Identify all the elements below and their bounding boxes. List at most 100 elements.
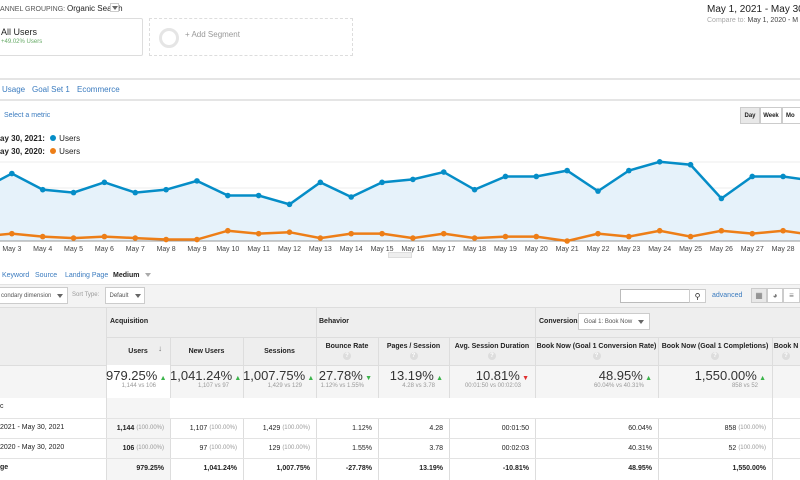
chevron-down-icon [145, 273, 152, 277]
segment-name: All Users [1, 27, 38, 37]
table-view-button[interactable]: ▦ [751, 288, 767, 303]
x-tick-label: May 11 [247, 246, 270, 253]
data-point-2021 [440, 169, 447, 175]
divider [106, 337, 800, 338]
data-point-2020 [194, 236, 200, 243]
column-header[interactable]: Book Now (Goal 1 Conversion Rate)? [535, 338, 658, 365]
divider [772, 418, 773, 480]
arrow-down-icon: ▼ [365, 375, 372, 382]
table-cell: 1.12% [316, 418, 378, 438]
users-line-chart: May 3 May 4 May 5 May 6 May 7 May 8 May 9 May 1… [0, 159, 800, 253]
summary-cell: 10.81% ▼ 00:01:50 vs 00:02:03 [449, 368, 535, 389]
x-tick-label: May 4 [33, 246, 52, 253]
advanced-filter-link[interactable]: advanced [712, 292, 743, 299]
performance-view-button[interactable]: ≡ [783, 288, 800, 303]
chart-resize-handle[interactable] [388, 252, 412, 258]
table-search-input[interactable] [620, 289, 690, 303]
summary-value: 1,041.24% [170, 368, 233, 383]
grouping-label: ANNEL GROUPING: [0, 6, 66, 13]
divider [535, 307, 536, 398]
data-point-2021 [410, 176, 416, 183]
sorted-column [106, 398, 170, 480]
table-cell: 00:02:03 [449, 438, 535, 458]
grouping-dropdown[interactable] [110, 3, 119, 12]
dim-tab-medium[interactable]: Medium [113, 272, 152, 279]
data-point-2021 [471, 186, 478, 193]
tab-usage[interactable]: Usage [2, 85, 26, 94]
tab-ecommerce[interactable]: Ecommerce [77, 85, 120, 94]
summary-value: 27.78% [318, 368, 363, 383]
divider [449, 337, 450, 398]
summary-compare: 1,429 vs 129 [267, 383, 302, 389]
column-header[interactable]: Sessions [243, 338, 316, 365]
summary-compare: 1,144 vs 106 [121, 383, 156, 389]
data-point-2020 [286, 229, 293, 235]
table-cell: 3.78 [378, 438, 449, 458]
data-point-2020 [533, 233, 540, 240]
divider [243, 337, 244, 398]
data-point-2021 [317, 179, 324, 186]
cell-value: 129 [268, 444, 281, 452]
sort-arrow-down-icon[interactable]: ↓ [158, 344, 162, 353]
data-point-2021 [564, 167, 570, 174]
segment-all-users[interactable]: All Users +49.02% Users [0, 18, 143, 56]
select-metric-link[interactable]: Select a metric [4, 112, 51, 119]
dim-tab-source[interactable]: Source [35, 272, 58, 279]
cell-value: 106 [122, 444, 135, 452]
tab-goal-set-1[interactable]: Goal Set 1 [32, 85, 70, 94]
month-button[interactable]: Mo [782, 107, 800, 124]
cell-value: 1,144 [116, 424, 135, 432]
dimension-value[interactable]: c [0, 403, 4, 410]
bar-list-icon: ≡ [789, 291, 794, 300]
compare-range: Compare to: May 1, 2020 - M [707, 17, 798, 24]
table-cell: 858 (100.00%) [658, 418, 772, 438]
summary-highlight [106, 365, 170, 398]
legend-metric: Users [59, 134, 81, 143]
data-point-2020 [39, 233, 46, 240]
legend-dot-icon [50, 135, 57, 141]
date-range-picker[interactable]: May 1, 2021 - May 30, [707, 4, 800, 15]
week-button[interactable]: Week [760, 107, 782, 124]
data-point-2020 [101, 233, 108, 240]
cell-percent: (100.00%) [136, 445, 164, 451]
cell-value: 1.55% [352, 444, 372, 452]
summary-compare: 4.28 vs 3.78 [402, 383, 435, 389]
x-tick-label: May 25 [679, 246, 702, 253]
dim-tab-keyword[interactable]: Keyword [2, 272, 30, 279]
column-header[interactable]: Pages / Session? [378, 338, 449, 365]
group-conversions: Conversions [539, 318, 582, 325]
column-header[interactable]: Users [106, 338, 170, 365]
table-cell: 1,107 (100.00%) [170, 418, 243, 438]
column-header[interactable]: Bounce Rate? [316, 338, 378, 365]
divider [535, 418, 536, 480]
divider [106, 307, 107, 398]
data-point-2020 [255, 230, 262, 237]
summary-cell: 1,007.75% ▲ 1,429 vs 129 [243, 368, 316, 389]
data-point-2021 [101, 179, 108, 186]
secondary-dimension-dropdown[interactable]: condary dimension [0, 287, 68, 304]
column-header[interactable]: Book N? [772, 338, 800, 365]
add-segment-circle-icon [159, 28, 179, 48]
column-header[interactable]: Book Now (Goal 1 Completions)? [658, 338, 772, 365]
cell-value: 60.04% [628, 424, 652, 432]
divider [658, 418, 659, 480]
sort-type-dropdown[interactable]: Default [105, 287, 145, 304]
table-cell: 00:01:50 [449, 418, 535, 438]
pie-view-button[interactable]: ◕ [767, 288, 783, 303]
add-segment-button[interactable]: + Add Segment [149, 18, 353, 56]
group-acquisition: Acquisition [110, 318, 149, 325]
data-point-2021 [687, 161, 694, 168]
search-button[interactable]: ⚲ [689, 289, 706, 303]
goal-dropdown[interactable]: Goal 1: Book Now [578, 313, 650, 330]
pie-chart-icon: ◕ [772, 291, 778, 300]
chevron-down-icon [134, 293, 141, 298]
column-header[interactable]: Avg. Session Duration? [449, 338, 535, 365]
summary-value: 1,550.00% [694, 368, 757, 383]
x-tick-label: May 12 [278, 246, 301, 253]
x-tick-label: May 20 [525, 246, 548, 253]
column-header[interactable]: New Users [170, 338, 243, 365]
data-point-2020 [502, 233, 509, 240]
day-button[interactable]: Day [740, 107, 760, 124]
table-cell: 52 (100.00%) [658, 438, 772, 458]
dim-tab-landing-page[interactable]: Landing Page [65, 272, 109, 279]
